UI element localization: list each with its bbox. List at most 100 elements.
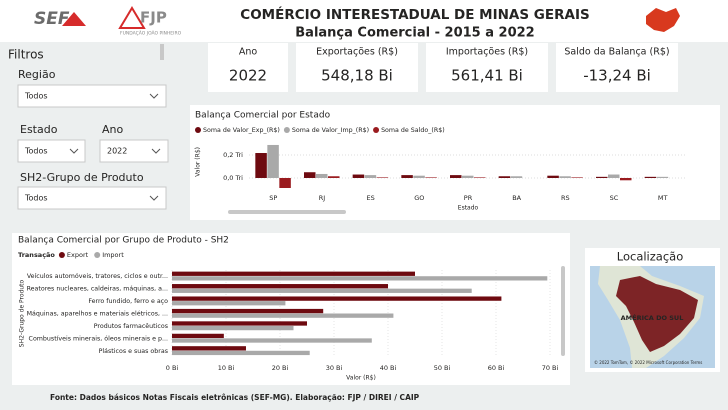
dropdown-value[interactable]: Todos xyxy=(24,194,48,203)
bar xyxy=(450,175,462,178)
bar xyxy=(316,173,328,178)
map-brazil xyxy=(616,276,698,352)
bar xyxy=(620,177,632,181)
bar xyxy=(172,284,388,289)
legend-label: Soma de Valor_Exp_(R$) xyxy=(203,127,280,134)
title: COMÉRCIO INTERESTADUAL DE MINAS GERAIS xyxy=(240,6,589,23)
kpi-card xyxy=(556,43,678,92)
bar xyxy=(172,296,502,301)
logo-sef-icon xyxy=(62,12,86,26)
bar xyxy=(596,176,608,178)
bar xyxy=(172,346,246,351)
bar xyxy=(656,176,669,178)
legend-marker xyxy=(373,127,380,133)
map-label: AMÉRICA DO SUL xyxy=(621,313,684,322)
bar xyxy=(172,271,415,276)
bar xyxy=(510,176,523,178)
filter-label: Ano xyxy=(102,123,123,136)
legend-marker xyxy=(283,127,290,133)
x-tick-label: GO xyxy=(414,194,424,202)
bar xyxy=(172,338,372,343)
kpi-value: -13,24 Bi xyxy=(583,67,651,85)
bar xyxy=(425,177,437,178)
x-tick-label: BA xyxy=(512,194,521,202)
bar xyxy=(328,176,340,178)
kpi-label: Importações (R$) xyxy=(446,47,528,58)
logo-sef: SEF xyxy=(34,9,70,29)
bar xyxy=(172,276,548,281)
bar xyxy=(279,177,291,188)
y-tick-label: 0,2 Tri xyxy=(223,151,243,159)
x-tick-label: 20 Bi xyxy=(272,364,289,372)
bar xyxy=(498,176,511,178)
x-tick-label: 10 Bi xyxy=(218,364,235,372)
dropdown-value[interactable]: Todos xyxy=(24,147,48,156)
x-tick-label: 0 Bi xyxy=(166,364,179,372)
chart-title: Balança Comercial por Grupo de Produto -… xyxy=(18,236,229,246)
bar xyxy=(304,172,316,178)
dropdown-arrow xyxy=(149,195,159,201)
logo-fjp-caption: FUNDAÇÃO JOÃO PINHEIRO xyxy=(120,30,182,37)
x-tick-label: 60 Bi xyxy=(488,364,505,372)
chart-title: Balança Comercial por Estado xyxy=(195,111,331,121)
bar xyxy=(559,176,571,178)
y-axis-title: SH2-Grupo de Produto xyxy=(19,279,26,347)
bar xyxy=(352,174,365,178)
bar xyxy=(547,175,559,178)
kpi-label: Saldo da Balança (R$) xyxy=(564,47,669,58)
bar xyxy=(376,177,389,178)
filter-label: Estado xyxy=(20,123,58,136)
x-tick-label: SC xyxy=(610,194,619,202)
y-tick-label: Máquinas, aparelhos e materiais elétrico… xyxy=(27,310,168,318)
subtitle: Balança Comercial - 2015 a 2022 xyxy=(295,26,534,41)
bar xyxy=(172,350,310,356)
legend-marker xyxy=(58,252,65,258)
logo-fjp-icon xyxy=(118,6,146,29)
legend-marker xyxy=(94,252,101,258)
dropdown[interactable] xyxy=(17,139,86,163)
legend-label: Export xyxy=(67,251,89,259)
scrollbar xyxy=(561,266,565,356)
bar xyxy=(571,177,583,178)
kpi-label: Exportações (R$) xyxy=(316,47,398,58)
kpi-card xyxy=(296,43,418,92)
x-tick-label: 70 Bi xyxy=(542,364,559,372)
dropdown-value[interactable]: 2022 xyxy=(107,147,127,156)
x-tick-label: MT xyxy=(658,194,668,202)
filter-label: SH2-Grupo de Produto xyxy=(20,171,144,184)
y-tick-label: 0,0 Tri xyxy=(223,174,243,182)
bar xyxy=(172,333,224,339)
x-tick-label: PR xyxy=(464,194,473,202)
kpi-card xyxy=(208,43,288,92)
kpi-value: 2022 xyxy=(229,67,267,85)
bar xyxy=(644,176,657,178)
dropdown-arrow xyxy=(69,148,79,154)
x-tick-label: RS xyxy=(561,194,570,202)
bar xyxy=(364,175,377,178)
filters-title: Filtros xyxy=(8,48,44,62)
y-tick-label: Combustíveis minerais, óleos minerais e … xyxy=(29,334,168,342)
x-tick-label: RJ xyxy=(319,194,326,202)
bar xyxy=(462,175,474,178)
bar xyxy=(172,325,294,331)
bar xyxy=(172,288,472,293)
dropdown[interactable] xyxy=(17,186,167,210)
filter-label: Região xyxy=(18,68,56,81)
dropdown[interactable] xyxy=(99,139,169,163)
mg-icon xyxy=(646,8,680,32)
kpi-card xyxy=(426,43,548,92)
dropdown-arrow xyxy=(149,93,159,99)
legend-title: Transação xyxy=(18,251,55,259)
bar xyxy=(474,177,486,178)
kpi-value: 548,18 Bi xyxy=(321,67,393,85)
y-tick-label: Ferro fundido, ferro e aço xyxy=(88,298,168,305)
scrollbar xyxy=(228,210,346,214)
y-axis-title: Valor (R$) xyxy=(195,147,202,177)
dropdown-value[interactable]: Todos xyxy=(24,92,48,101)
x-tick-label: 50 Bi xyxy=(434,364,451,372)
dropdown-arrow xyxy=(151,148,161,154)
dropdown[interactable] xyxy=(17,84,167,108)
footer: Fonte: Dados básicos Notas Fiscais eletr… xyxy=(50,393,420,402)
legend-marker xyxy=(195,127,201,133)
